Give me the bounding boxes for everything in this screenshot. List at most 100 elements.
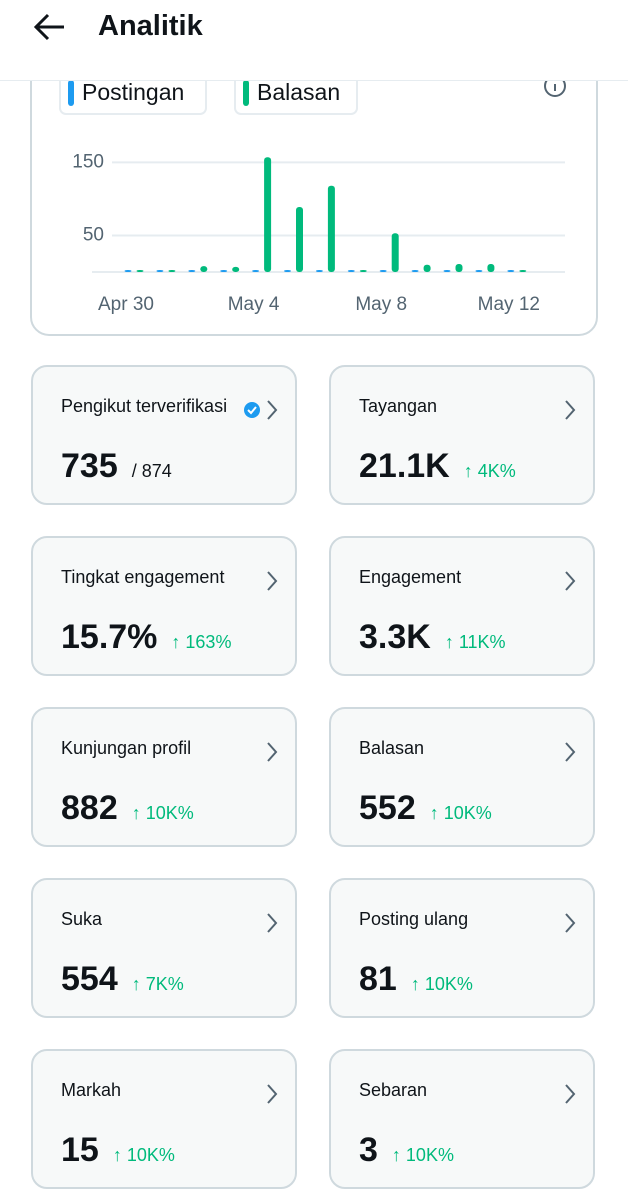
bar xyxy=(124,270,132,272)
metric-change: ↑ 10K% xyxy=(112,1145,175,1165)
metric-change: ↑ 10K% xyxy=(429,803,492,823)
metric-value: 15 ↑ 10K% xyxy=(61,1131,175,1170)
bar xyxy=(379,270,387,272)
bar xyxy=(168,270,176,272)
metric-number: 3 xyxy=(359,1131,378,1169)
metric-card[interactable]: Balasan 552 ↑ 10K% xyxy=(329,707,595,847)
bar xyxy=(327,185,335,272)
metric-card[interactable]: Suka 554 ↑ 7K% xyxy=(31,878,297,1018)
x-tick-label: May 4 xyxy=(228,294,280,315)
legend-swatch xyxy=(243,80,249,106)
chevron xyxy=(267,742,278,762)
x-tick-label: Apr 30 xyxy=(98,294,154,315)
bar xyxy=(443,270,451,272)
metric-value: 3 ↑ 10K% xyxy=(359,1131,454,1170)
bar xyxy=(519,270,527,272)
metric-total: / 874 xyxy=(131,461,172,481)
metric-value: 81 ↑ 10K% xyxy=(359,960,473,999)
page-title: Analitik xyxy=(98,10,203,42)
metric-card[interactable]: Pengikut terverifikasi 735 / 874 xyxy=(31,365,297,505)
metric-label: Sebaran xyxy=(359,1080,428,1100)
metric-label: Posting ulang xyxy=(359,909,469,929)
metric-card[interactable]: Sebaran 3 ↑ 10K% xyxy=(329,1049,595,1189)
metric-label: Tayangan xyxy=(359,396,438,416)
metric-number: 3.3K xyxy=(359,618,431,656)
metric-label: Kunjungan profil xyxy=(61,738,192,758)
metric-label: Markah xyxy=(61,1080,122,1100)
bar xyxy=(220,270,228,272)
verified-badge xyxy=(244,402,260,418)
metric-change: ↑ 10K% xyxy=(391,1145,454,1165)
metric-card[interactable]: Tayangan 21.1K ↑ 4K% xyxy=(329,365,595,505)
chevron xyxy=(565,742,576,762)
metric-value: 554 ↑ 7K% xyxy=(61,960,184,999)
metric-change: ↑ 11K% xyxy=(444,632,506,652)
bar xyxy=(315,270,323,272)
metric-number: 882 xyxy=(61,789,118,827)
bar xyxy=(200,266,208,272)
metric-number: 15.7% xyxy=(61,618,158,656)
metric-card[interactable]: Tingkat engagement 15.7% ↑ 163% xyxy=(31,536,297,676)
metric-card[interactable]: Kunjungan profil 882 ↑ 10K% xyxy=(31,707,297,847)
metric-card[interactable]: Markah 15 ↑ 10K% xyxy=(31,1049,297,1189)
chart: Postingan Balasan 50 150 Apr 30 May 4 May 8 May… xyxy=(30,39,598,336)
bar xyxy=(136,270,144,272)
bar xyxy=(475,270,483,272)
chevron xyxy=(565,400,576,420)
back-button[interactable] xyxy=(32,12,68,42)
metric-label: Engagement xyxy=(359,567,462,587)
bar xyxy=(296,206,303,272)
chevron xyxy=(267,913,278,933)
bar xyxy=(232,266,240,272)
metric-change: ↑ 4K% xyxy=(463,461,516,481)
chevron xyxy=(267,571,278,591)
x-tick-label: May 12 xyxy=(478,294,540,315)
metric-label: Suka xyxy=(61,909,103,929)
bar xyxy=(487,263,495,272)
metric-card[interactable]: Engagement 3.3K ↑ 11K% xyxy=(329,536,595,676)
metric-change: ↑ 163% xyxy=(171,632,232,652)
chevron xyxy=(565,571,576,591)
y-tick-label: 150 xyxy=(72,151,104,172)
x-tick-label: May 8 xyxy=(355,294,407,315)
legend-item: Postingan xyxy=(59,71,207,115)
metric-label: Balasan xyxy=(359,738,425,758)
metric-change: ↑ 7K% xyxy=(131,974,184,994)
bar xyxy=(264,157,272,272)
bar xyxy=(455,263,463,272)
bar xyxy=(156,270,164,272)
legend-label: Postingan xyxy=(82,79,184,105)
chevron xyxy=(267,400,278,420)
y-tick-label: 50 xyxy=(83,224,104,245)
metric-value: 3.3K ↑ 11K% xyxy=(359,618,506,657)
metric-number: 81 xyxy=(359,960,397,998)
bar xyxy=(411,270,419,272)
metric-value: 21.1K ↑ 4K% xyxy=(359,447,516,486)
bar xyxy=(391,233,399,272)
legend-label: Balasan xyxy=(257,79,340,105)
metric-number: 735 xyxy=(61,447,118,485)
metric-value: 552 ↑ 10K% xyxy=(359,789,492,828)
bar xyxy=(188,270,196,272)
bar xyxy=(507,270,515,272)
metric-value: 15.7% ↑ 163% xyxy=(61,618,231,657)
metric-label: Pengikut terverifikasi xyxy=(61,396,228,416)
metric-value: 735 / 874 xyxy=(61,447,172,486)
legend-swatch xyxy=(68,80,74,106)
bar xyxy=(423,264,431,272)
metric-number: 21.1K xyxy=(359,447,450,485)
metric-label: Tingkat engagement xyxy=(61,567,225,587)
metric-number: 552 xyxy=(359,789,416,827)
metric-change: ↑ 10K% xyxy=(410,974,473,994)
bar xyxy=(347,270,355,272)
chevron xyxy=(267,1084,278,1104)
metric-card[interactable]: Posting ulang 81 ↑ 10K% xyxy=(329,878,595,1018)
metric-change: ↑ 10K% xyxy=(131,803,194,823)
chevron xyxy=(565,1084,576,1104)
header: Analitik xyxy=(0,0,628,81)
bar xyxy=(252,270,260,272)
metric-number: 15 xyxy=(61,1131,99,1169)
metric-number: 554 xyxy=(61,960,118,998)
legend-item: Balasan xyxy=(234,71,358,115)
